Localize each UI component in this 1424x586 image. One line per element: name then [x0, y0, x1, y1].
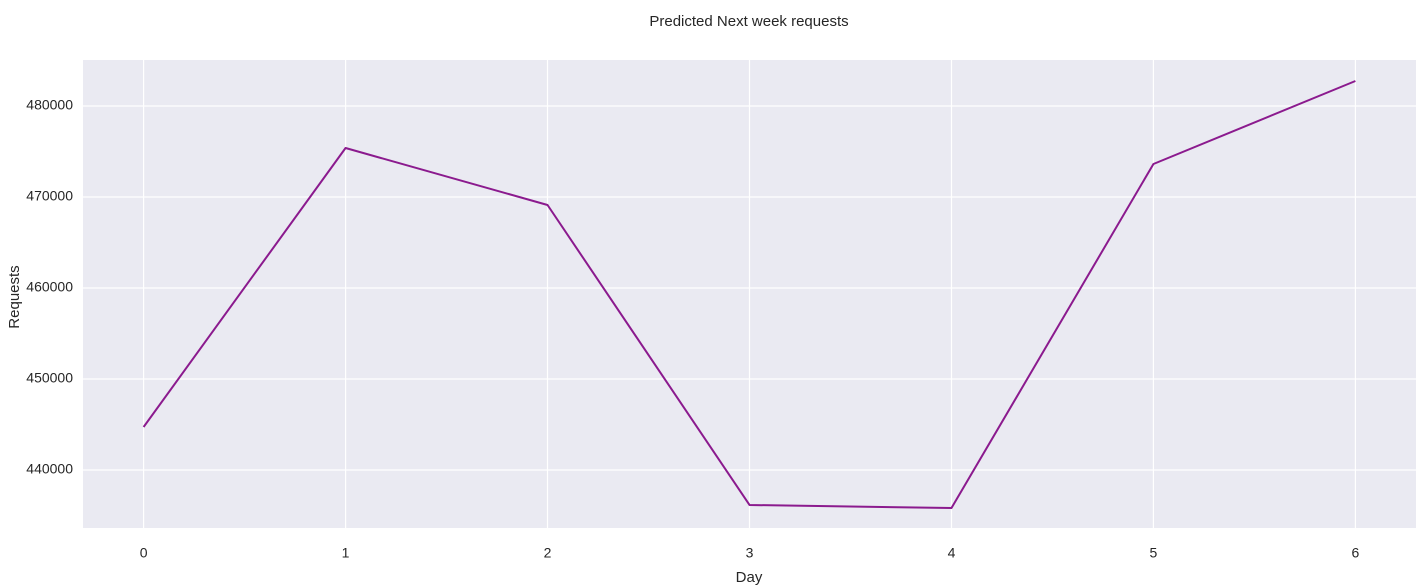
x-tick-label: 2 — [544, 545, 552, 561]
y-tick-label: 480000 — [26, 97, 73, 113]
x-tick-label: 5 — [1150, 545, 1158, 561]
x-tick-label: 6 — [1352, 545, 1360, 561]
y-tick-label: 460000 — [26, 279, 73, 295]
y-tick-label: 450000 — [26, 370, 73, 386]
y-tick-label: 440000 — [26, 461, 73, 477]
x-axis-label: Day — [736, 569, 763, 586]
chart-title: Predicted Next week requests — [649, 13, 848, 30]
x-tick-label: 0 — [140, 545, 148, 561]
x-tick-label: 3 — [746, 545, 754, 561]
y-axis-label: Requests — [6, 265, 23, 328]
y-tick-label: 470000 — [26, 188, 73, 204]
x-tick-label: 4 — [948, 545, 956, 561]
x-tick-label: 1 — [342, 545, 350, 561]
grid — [83, 60, 1416, 528]
line — [142, 80, 1356, 509]
